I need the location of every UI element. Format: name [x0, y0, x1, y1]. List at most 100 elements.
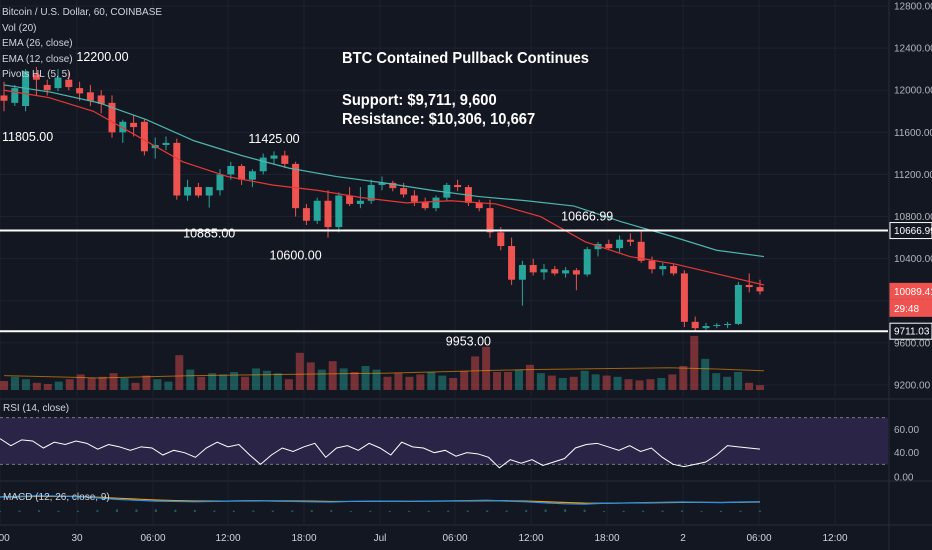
volume-bar — [547, 375, 556, 390]
volume-bar — [493, 372, 502, 390]
macd-histogram-bar — [681, 510, 684, 512]
macd-histogram-bar — [583, 509, 586, 512]
candle-body — [529, 264, 537, 273]
pivot-label: 11805.00 — [2, 130, 53, 144]
volume-bar — [262, 370, 271, 390]
macd-histogram-bar — [525, 510, 528, 512]
volume-bar — [10, 376, 19, 390]
pivot-label: 12200.00 — [76, 50, 128, 64]
volume-bar — [87, 378, 96, 390]
price-label-box — [889, 222, 932, 240]
candle-body — [248, 171, 256, 180]
volume-bar — [284, 379, 293, 390]
volume-bar — [32, 382, 41, 390]
macd-histogram-bar — [310, 510, 313, 512]
time-tick-label: 06:00 — [140, 533, 165, 544]
time-tick-label: 2 — [680, 533, 686, 544]
volume-bar — [514, 369, 523, 390]
volume-bar — [624, 379, 633, 390]
macd-histogram-bar — [232, 510, 235, 512]
symbol-title: Bitcoin / U.S. Dollar, 60, COINBASE — [2, 7, 163, 18]
macd-tick-label: 0.00 — [894, 472, 914, 483]
volume-bar — [361, 366, 370, 390]
volume-bars — [0, 336, 765, 390]
candle-body — [162, 142, 170, 145]
price-tick-label: 12400.00 — [894, 44, 932, 55]
candle-body — [626, 239, 634, 242]
volume-bar — [591, 374, 600, 390]
time-tick-label: Jul — [374, 533, 387, 544]
pivot-label: 10885.00 — [183, 227, 235, 241]
volume-bar — [241, 376, 250, 390]
volume-bar — [657, 378, 666, 390]
indicator-ema12[interactable]: EMA (12, close) — [2, 53, 73, 65]
volume-bar — [449, 378, 458, 390]
candle-body — [11, 88, 19, 103]
indicator-pivots[interactable]: Pivots HL (5, 5) — [2, 69, 71, 81]
volume-bar — [416, 374, 425, 390]
candle-body — [734, 284, 742, 324]
volume-bar — [142, 375, 151, 390]
volume-bar — [668, 374, 677, 390]
chart-legend: Bitcoin / U.S. Dollar, 60, COINBASE Vol … — [2, 5, 162, 83]
candle-body — [238, 166, 246, 180]
price-tick-label: 10800.00 — [894, 212, 932, 223]
macd-histogram-bar — [427, 510, 430, 512]
volume-bar — [482, 346, 491, 390]
volume-bar — [175, 355, 184, 390]
candle-body — [119, 121, 127, 133]
macd-histogram-bar — [349, 511, 352, 512]
price-label-box — [889, 299, 932, 317]
indicator-vol[interactable]: Vol (20) — [2, 22, 37, 34]
macd-pane-label[interactable]: MACD (12, 26, close, 9) — [3, 492, 110, 503]
volume-bar — [580, 370, 589, 390]
candle-body — [173, 142, 181, 196]
macd-histogram-bar — [76, 510, 79, 512]
macd-histogram-bar — [564, 509, 567, 512]
volume-bar — [690, 336, 699, 390]
pivot-label: 11425.00 — [248, 132, 299, 146]
volume-bar — [98, 376, 107, 390]
volume-bar — [383, 376, 392, 390]
pivot-label: 10666.99 — [561, 210, 613, 224]
volume-bar — [230, 372, 239, 390]
macd-histogram-bar — [661, 510, 664, 512]
candle-body — [756, 287, 764, 292]
macd-histogram-bar — [642, 510, 645, 512]
macd-histogram-bar — [18, 510, 21, 512]
macd-histogram-bar — [720, 510, 723, 512]
macd-histogram-bar — [759, 510, 761, 512]
time-tick-label: 18:00 — [594, 533, 619, 544]
macd-histogram-bar — [388, 510, 391, 512]
candle-body — [378, 182, 386, 185]
candle-body — [97, 95, 105, 104]
candle-body — [659, 266, 667, 270]
candle-body — [205, 187, 213, 196]
candle-body — [108, 102, 116, 133]
candle-body — [605, 243, 613, 249]
candle-body — [670, 266, 678, 274]
candle-body — [292, 163, 300, 209]
macd-histogram-bar — [739, 510, 742, 512]
volume-bar — [328, 361, 337, 390]
macd-histogram-bar — [466, 510, 469, 512]
volume-bar — [21, 379, 30, 390]
rsi-pane-label[interactable]: RSI (14, close) — [3, 403, 70, 414]
volume-bar — [306, 362, 315, 390]
volume-bar — [131, 382, 140, 390]
candle-body — [130, 122, 138, 128]
price-tick-label: 10400.00 — [894, 254, 932, 265]
volume-bar — [613, 376, 622, 390]
candle-body — [443, 184, 451, 198]
volume-bar — [745, 382, 754, 390]
candle-body — [324, 200, 332, 228]
time-tick-label: 12:00 — [215, 533, 240, 544]
indicator-ema26[interactable]: EMA (26, close) — [2, 38, 73, 50]
macd-histogram-bar — [330, 510, 333, 512]
candle-body — [259, 157, 267, 172]
macd-histogram-bar — [291, 510, 294, 512]
candle-body — [518, 264, 526, 280]
volume-bar — [372, 369, 381, 390]
volume-bar — [438, 375, 447, 390]
